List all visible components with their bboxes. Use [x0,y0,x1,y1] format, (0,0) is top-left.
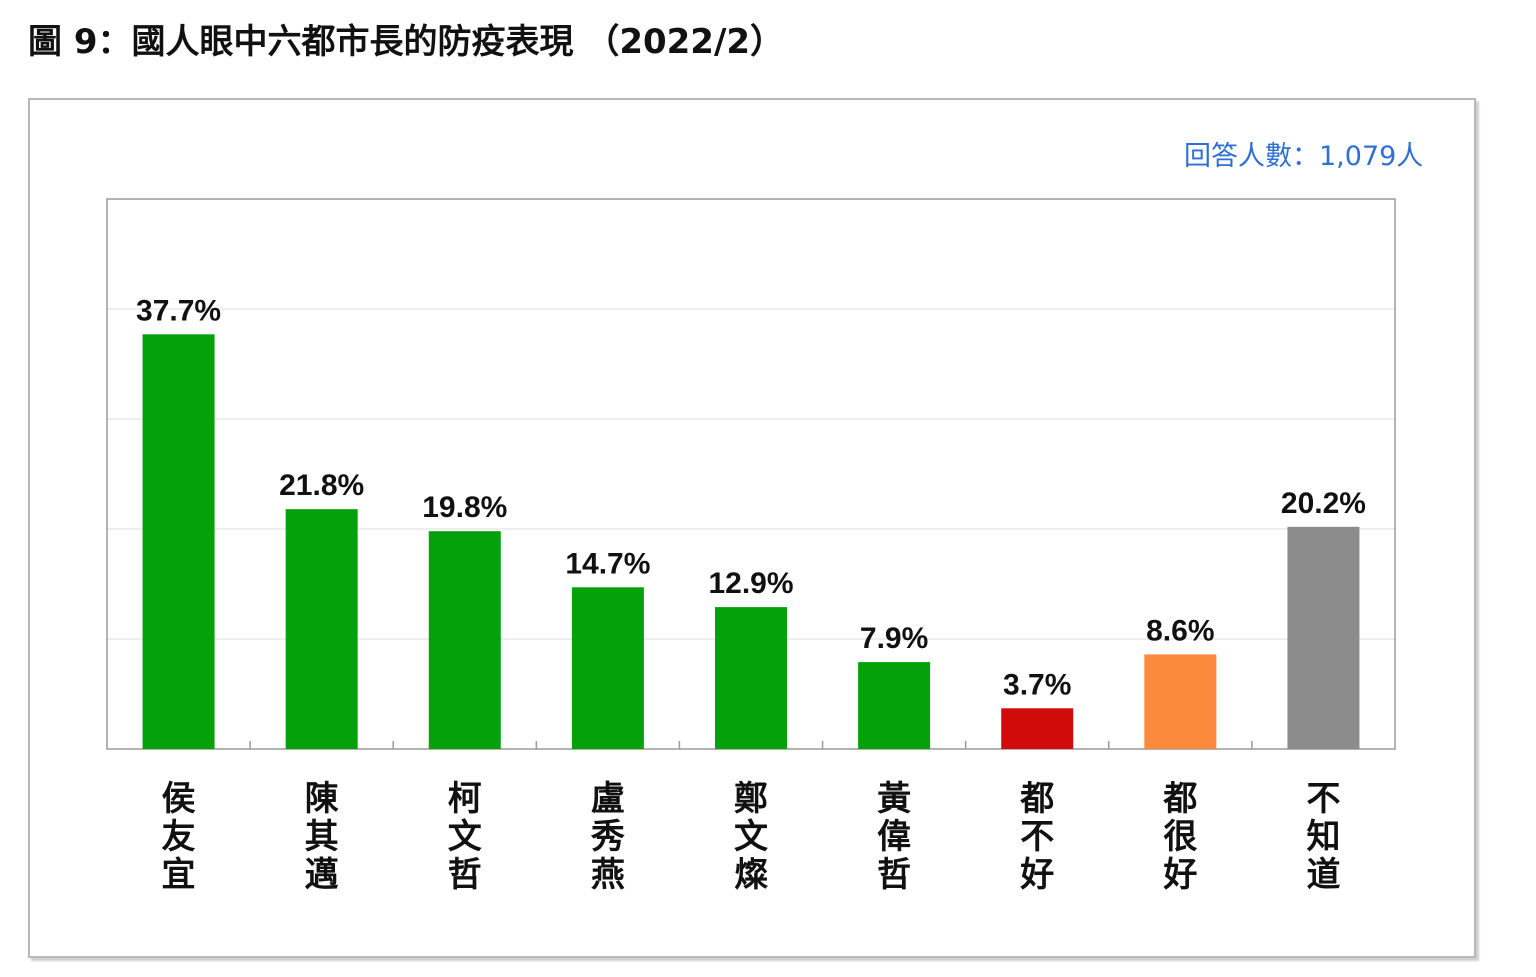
value-label: 12.9% [708,567,793,600]
category-char: 很 [1163,817,1197,857]
bar [428,531,501,749]
category-char: 侯 [162,779,196,819]
category-char: 燕 [591,855,625,895]
bar [1287,526,1360,749]
category-label: 鄭文燦 [734,779,768,895]
category-label: 都不好 [1019,779,1054,895]
category-char: 其 [305,817,339,857]
category-label: 都很好 [1162,779,1197,895]
category-char: 知 [1306,817,1340,857]
category-char: 哲 [448,855,482,895]
value-label: 3.7% [1003,668,1071,701]
category-label: 不知道 [1306,779,1340,895]
category-label: 黃偉哲 [877,779,911,895]
bar [1144,654,1217,749]
category-char: 盧 [591,779,625,819]
category-char: 友 [162,817,196,857]
bar [142,334,215,749]
category-char: 燦 [734,855,768,895]
category-char: 鄭 [734,779,768,819]
value-label: 7.9% [860,622,928,655]
category-label: 陳其邁 [305,779,339,895]
bar [571,587,644,749]
respondent-count: 回答人數：1,079人 [1184,141,1424,172]
category-label: 柯文哲 [448,779,482,895]
value-label: 37.7% [136,294,221,327]
x-ticks [249,741,1253,749]
value-labels: 37.7% 21.8% 19.8% 14.7% 12.9% 7.9% 3.7% 8.6% 20.… [136,294,1366,701]
value-label: 8.6% [1146,614,1214,647]
category-char: 黃 [877,779,911,819]
category-char: 好 [1162,855,1197,895]
category-char: 文 [734,817,768,857]
category-label: 侯友宜 [162,779,196,895]
category-char: 不 [1306,779,1340,819]
bar [1001,708,1074,749]
category-char: 秀 [590,817,625,857]
value-label: 14.7% [565,547,650,580]
category-char: 邁 [305,855,339,895]
category-char: 宜 [162,855,196,895]
category-char: 偉 [877,817,911,857]
bar [285,509,358,749]
category-char: 好 [1019,855,1054,895]
value-label: 20.2% [1281,487,1366,520]
value-label: 21.8% [279,469,364,502]
bar [715,607,787,749]
chart-title: 圖 9：國人眼中六都市長的防疫表現 （2022/2） [28,22,785,62]
category-char: 哲 [877,855,911,895]
category-char: 都 [1162,779,1197,819]
category-char: 文 [448,817,482,857]
category-label: 盧秀燕 [590,779,625,895]
bar [858,662,931,749]
category-char: 不 [1020,817,1054,857]
category-char: 柯 [448,779,482,819]
category-char: 道 [1306,855,1340,895]
category-char: 都 [1019,779,1054,819]
chart-frame [28,98,1476,958]
category-char: 陳 [305,779,339,819]
bars [142,334,1360,749]
value-label: 19.8% [422,491,507,524]
